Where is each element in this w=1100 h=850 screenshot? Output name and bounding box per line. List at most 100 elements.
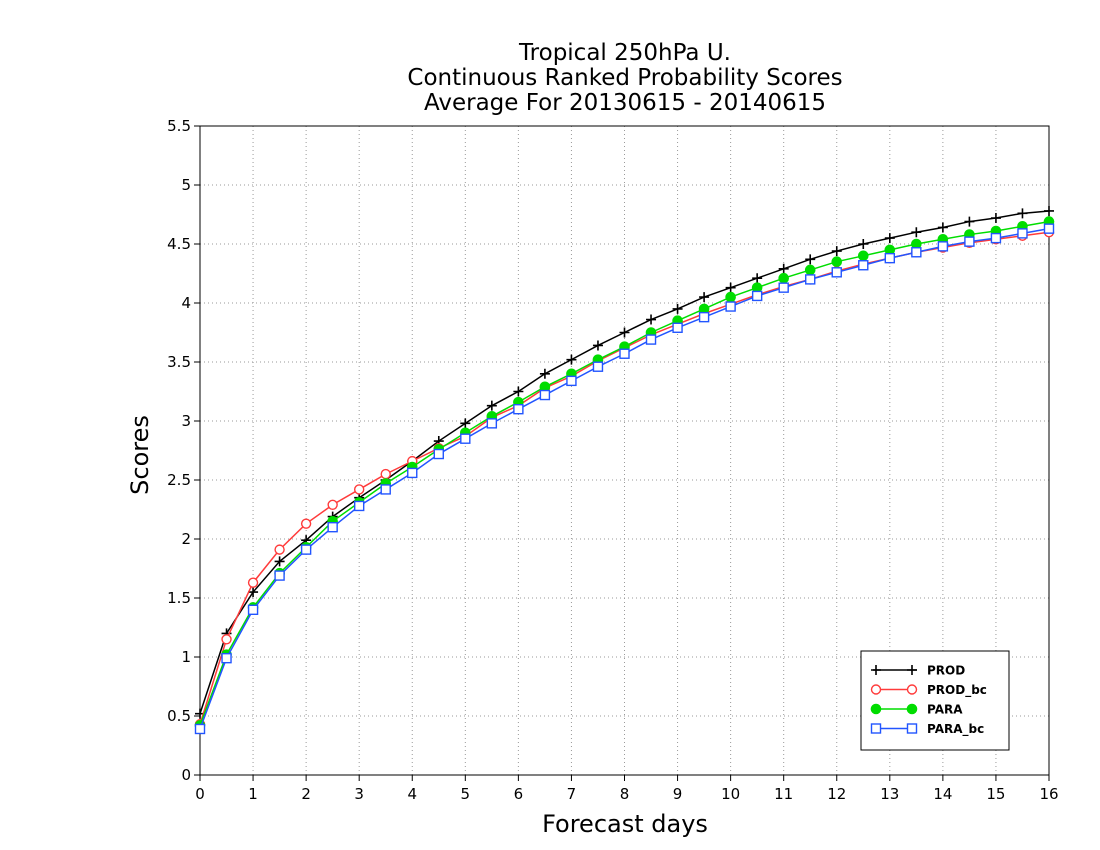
series-prod [195, 205, 1054, 719]
x-tick-label: 8 [620, 785, 630, 803]
data-point [274, 570, 285, 581]
data-point [619, 327, 630, 338]
data-point [327, 522, 338, 533]
data-point [778, 282, 789, 293]
data-point [327, 499, 338, 510]
data-point [964, 216, 975, 227]
data-point [1043, 223, 1055, 234]
y-tick-label: 4.5 [167, 235, 191, 253]
x-tick-label: 3 [354, 785, 364, 803]
data-point [990, 213, 1001, 224]
data-point [460, 418, 471, 429]
data-series [194, 205, 1055, 735]
data-point [539, 368, 550, 379]
y-tick-label: 3 [181, 412, 191, 430]
data-point [407, 467, 418, 479]
data-point [672, 322, 683, 333]
title-line-1: Tropical 250hPa U. [518, 40, 731, 66]
data-point [221, 652, 232, 664]
data-point [566, 354, 577, 365]
legend-item: PARA_bc [870, 722, 984, 737]
data-point [194, 723, 206, 735]
data-point [752, 273, 763, 284]
data-point [353, 500, 365, 512]
data-point [831, 256, 843, 268]
x-tick-label: 14 [933, 785, 952, 803]
legend-label: PROD_bc [927, 683, 987, 698]
legend-box [860, 650, 1010, 751]
legend-marker [870, 703, 882, 715]
data-point [937, 222, 948, 233]
data-point [592, 361, 604, 372]
data-point [619, 348, 630, 359]
data-point [566, 375, 577, 387]
data-point [274, 544, 285, 555]
data-point [592, 340, 603, 351]
y-tick-label: 4 [181, 294, 191, 312]
legend-marker [906, 703, 918, 715]
data-point [964, 236, 975, 247]
data-point [725, 291, 736, 303]
data-point [831, 246, 842, 257]
data-point [247, 577, 259, 588]
y-tick-label: 0.5 [167, 707, 191, 725]
data-point [858, 260, 869, 271]
legend-label: PARA [927, 703, 963, 717]
y-tick-label: 3.5 [167, 353, 191, 371]
x-tick-label: 7 [567, 785, 577, 803]
legend-marker [870, 684, 882, 695]
legend-item: PROD [871, 664, 965, 678]
x-tick-label: 15 [986, 785, 1005, 803]
data-point [884, 252, 896, 264]
data-point [300, 544, 312, 555]
data-point [831, 267, 842, 278]
legend-label: PARA_bc [927, 722, 984, 737]
x-tick-label: 13 [880, 785, 899, 803]
legend-marker [870, 723, 882, 734]
data-point [805, 254, 816, 265]
y-tick-label: 2 [181, 530, 191, 548]
data-point [804, 264, 816, 276]
legend: PROD PROD_bc PARA PARA_bc [860, 650, 1010, 751]
data-point [1017, 228, 1028, 239]
x-tick-label: 9 [673, 785, 683, 803]
data-point [248, 587, 259, 598]
data-point [911, 247, 922, 258]
x-tick-label: 6 [514, 785, 524, 803]
data-point [433, 448, 444, 460]
legend-marker [907, 665, 917, 675]
data-point [486, 400, 497, 411]
x-tick-label: 4 [407, 785, 417, 803]
x-tick-label: 16 [1039, 785, 1058, 803]
data-point [858, 239, 869, 249]
data-point [300, 518, 312, 529]
data-point [805, 274, 816, 285]
y-tick-label: 5.5 [167, 117, 191, 135]
y-tick-label: 1 [181, 648, 191, 666]
data-point [990, 232, 1002, 244]
legend-marker [871, 665, 881, 675]
data-point [884, 233, 895, 244]
data-point [645, 334, 657, 345]
series-para-bc [194, 223, 1055, 735]
axis-ticks: 00.511.522.533.544.555.50 1 2 3 4 5 6 7 8 9 10 11 12… [167, 117, 1058, 803]
title-line-3: Average For 20130615 - 20140615 [424, 90, 826, 116]
data-point [221, 634, 232, 645]
data-point [911, 227, 922, 238]
data-point [539, 389, 551, 401]
data-point [778, 263, 789, 274]
data-point [513, 386, 524, 397]
y-tick-label: 5 [181, 176, 191, 194]
legend-item: PARA [870, 703, 963, 717]
data-point [1017, 208, 1028, 219]
data-point [698, 311, 710, 323]
x-axis-label: Forecast days [542, 810, 708, 838]
data-point [751, 290, 763, 302]
data-point [274, 556, 285, 567]
y-tick-label: 0 [181, 766, 191, 784]
x-tick-label: 10 [721, 785, 740, 803]
data-point [725, 301, 736, 312]
title-line-2: Continuous Ranked Probability Scores [407, 65, 842, 91]
data-point [460, 433, 471, 444]
